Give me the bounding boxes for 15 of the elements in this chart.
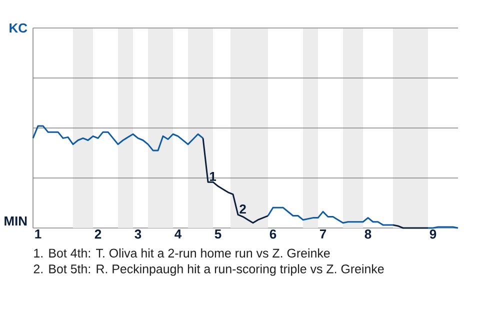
text: KC [10,23,28,33]
x-tick-label: 9 [430,230,436,239]
x-tick-label: 4 [174,230,182,238]
x-tick-label: 1 [35,230,42,238]
x-tick-label: 7 [320,230,326,238]
annotation: 2 [240,204,246,214]
annotation: 1 [210,172,216,181]
text: MIN [4,216,27,226]
text: 2. Bot 5th: R. Peckinpaugh hit a run-scoring triple vs Z. Greinke [34,264,384,276]
x-tick-label: 2 [94,230,102,239]
x-tick-label: 8 [364,230,372,239]
x-tick-label: 3 [134,230,142,239]
x-tick-label: 6 [270,230,276,239]
x-tick-label: 5 [214,230,222,239]
text: 1. Bot 4th: T. Oliva hit a 2-run home run vs Z. Greinke [34,248,330,258]
